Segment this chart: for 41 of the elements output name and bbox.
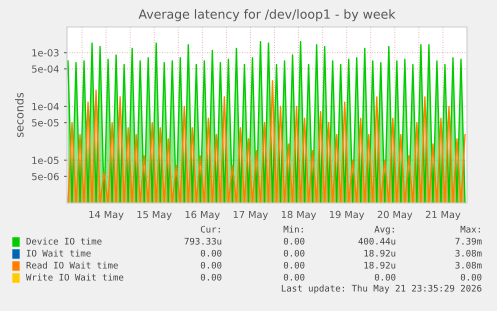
y-tick-label: 5e-05 — [32, 119, 59, 126]
text: 18.92u — [364, 262, 396, 269]
legend-label: Read IO Wait time — [26, 262, 118, 269]
text: 3.08m — [455, 262, 482, 269]
x-tick-label: 17 May — [234, 210, 268, 220]
text: 0.00 — [200, 274, 222, 281]
text: Max: — [460, 226, 480, 233]
text: Cur: — [200, 226, 220, 233]
y-tick-label: 5e-04 — [32, 65, 59, 73]
text: 0.00 — [374, 274, 396, 281]
x-tick-label: 16 May — [186, 210, 220, 220]
x-tick-label: 14 May — [89, 210, 124, 220]
text: 0.00 — [200, 250, 222, 257]
text: 0.00 — [460, 274, 482, 281]
text: 793.33u — [184, 238, 222, 245]
legend-label: IO Wait time — [26, 250, 91, 257]
text: 0.00 — [284, 238, 304, 245]
legend-label: Write IO Wait time — [26, 274, 124, 281]
text: 0.00 — [284, 262, 304, 269]
chart-title: Average latency for /dev/loop1 - by week — [138, 9, 396, 22]
text: 0.00 — [284, 250, 304, 257]
text: 400.44u — [358, 238, 396, 245]
text: 18.92u — [364, 250, 396, 257]
x-tick-label: 20 May — [378, 210, 412, 220]
x-tick-label: 18 May — [282, 210, 316, 220]
text: 0.00 — [200, 262, 222, 269]
legend-label: Device IO time — [26, 238, 102, 245]
x-tick-label: 21 May — [426, 210, 460, 220]
x-tick-label: 19 May — [330, 210, 364, 220]
text: 7.39m — [455, 238, 482, 245]
text: 0.00 — [284, 274, 304, 281]
text: Avg: — [374, 226, 394, 234]
y-tick-label: 1e-04 — [32, 102, 59, 110]
text: Last update: Thu May 21 23:35:29 2026 — [282, 284, 482, 294]
y-tick-label: 1e-03 — [32, 49, 59, 56]
text: 3.08m — [455, 250, 482, 257]
y-tick-label: 5e-06 — [32, 172, 59, 180]
y-tick-label: 1e-05 — [32, 156, 59, 164]
text: Min: — [284, 226, 303, 233]
y-axis-title: seconds — [15, 92, 24, 138]
x-tick-label: 15 May — [138, 210, 172, 220]
